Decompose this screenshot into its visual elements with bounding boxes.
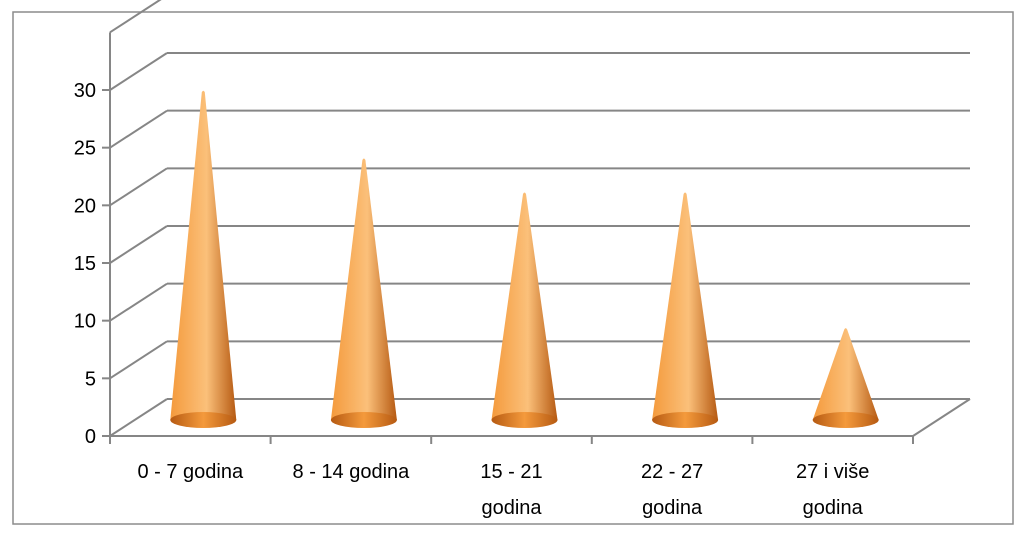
gridlines xyxy=(109,0,971,437)
cone-base xyxy=(491,412,558,428)
cone-2 xyxy=(330,158,397,428)
x-tick-labels: 0 - 7 godina 8 - 14 godina 15 - 21 godina 22… xyxy=(137,461,869,519)
side-wall-line xyxy=(109,52,168,91)
y-tick-label: 0 xyxy=(85,426,96,448)
cone-base xyxy=(812,412,879,428)
y-tick-label: 20 xyxy=(74,195,96,217)
y-tick-label: 10 xyxy=(74,311,96,333)
cone-4 xyxy=(652,192,719,428)
y-tick-label: 15 xyxy=(74,253,96,275)
cone-body xyxy=(491,192,558,420)
cone-base xyxy=(652,412,719,428)
x-tick-label: 22 - 27 godina xyxy=(641,461,703,519)
side-wall-line xyxy=(109,282,168,322)
cone-body xyxy=(330,158,397,420)
x-tick-label: 0 - 7 godina xyxy=(137,461,244,483)
side-wall-line xyxy=(109,398,168,437)
cone-body xyxy=(652,192,719,420)
cones xyxy=(170,90,879,428)
cone-5 xyxy=(812,328,879,428)
floor-right-edge xyxy=(912,398,971,437)
cone-1 xyxy=(170,90,237,428)
side-wall-line xyxy=(109,225,168,264)
x-tick-label: 27 i više godina xyxy=(796,461,869,519)
side-wall-line xyxy=(109,0,162,34)
side-wall-line xyxy=(109,340,168,380)
cone-body xyxy=(812,328,879,420)
y-tick-label: 25 xyxy=(74,138,96,160)
cone-3 xyxy=(491,192,558,428)
y-tick-label: 5 xyxy=(85,368,96,390)
x-tick-label: 8 - 14 godina xyxy=(293,461,411,483)
cone-base xyxy=(330,412,397,428)
cone-body xyxy=(170,90,237,421)
chart-frame xyxy=(12,11,1014,525)
y-tick-labels: 0 5 10 15 20 25 30 xyxy=(74,80,96,448)
side-wall-line xyxy=(109,109,168,149)
y-tick-label: 30 xyxy=(74,80,96,102)
side-wall-line xyxy=(109,167,168,207)
x-tick-label: 15 - 21 godina xyxy=(480,461,542,519)
cone-base xyxy=(170,412,237,428)
axes xyxy=(102,32,914,444)
